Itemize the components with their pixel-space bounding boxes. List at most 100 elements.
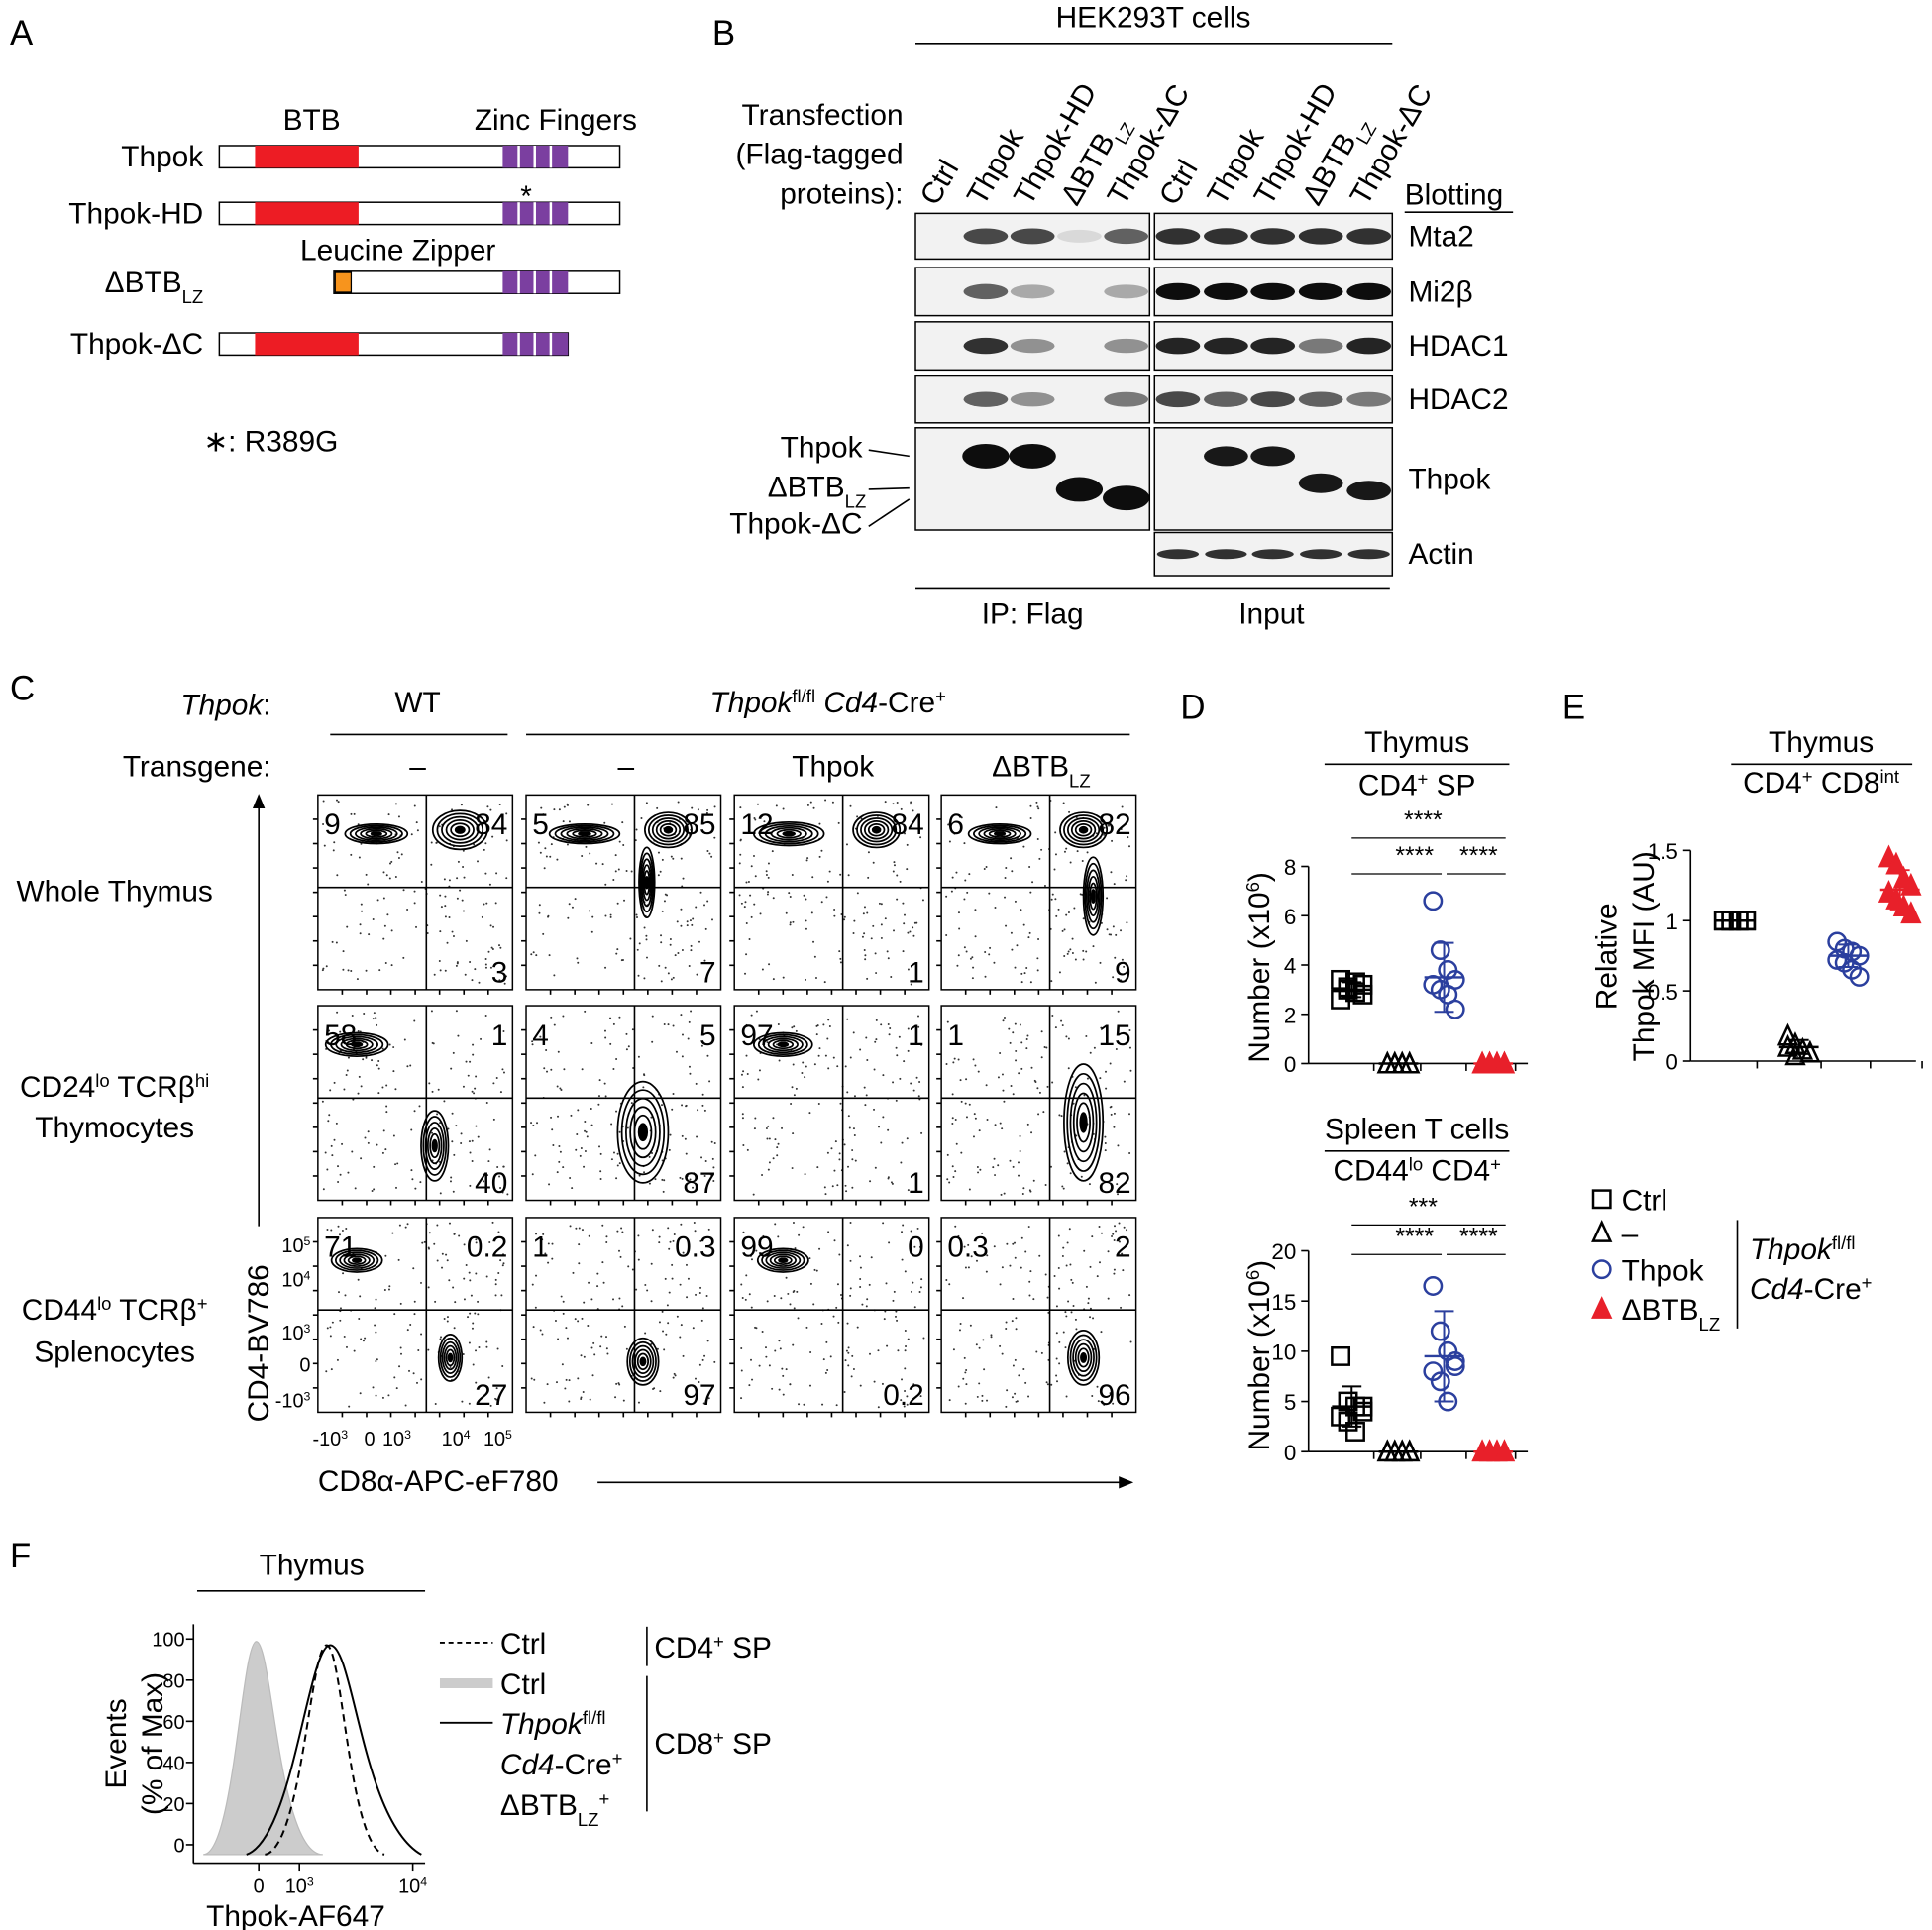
event-dot bbox=[661, 910, 664, 912]
tick-label: 0 bbox=[365, 1429, 376, 1450]
event-dot bbox=[1114, 956, 1117, 959]
event-dot bbox=[814, 977, 817, 980]
event-dot bbox=[638, 942, 641, 945]
event-dot bbox=[846, 1091, 849, 1094]
event-dot bbox=[485, 1345, 488, 1348]
event-dot bbox=[894, 1315, 897, 1318]
event-dot bbox=[1106, 928, 1109, 931]
event-dot bbox=[859, 1255, 862, 1258]
event-dot bbox=[337, 1225, 340, 1228]
event-dot bbox=[765, 873, 768, 876]
tick-label-part: 10 bbox=[281, 1323, 303, 1344]
event-dot bbox=[681, 1134, 684, 1137]
event-dot bbox=[558, 1145, 561, 1148]
event-dot bbox=[1092, 945, 1095, 948]
event-dot bbox=[1074, 1086, 1077, 1089]
event-dot bbox=[904, 913, 906, 916]
contour bbox=[983, 827, 1017, 840]
event-dot bbox=[385, 874, 388, 877]
quadrant-value: 15 bbox=[1098, 1019, 1130, 1052]
event-dot bbox=[590, 1107, 592, 1110]
event-dot bbox=[875, 972, 878, 975]
event-dot bbox=[448, 1279, 451, 1282]
event-dot bbox=[1067, 950, 1070, 953]
event-dot bbox=[909, 930, 912, 933]
event-dot bbox=[625, 1347, 628, 1350]
event-dot bbox=[453, 1327, 456, 1330]
event-dot bbox=[1014, 1358, 1017, 1361]
event-dot bbox=[465, 939, 468, 942]
event-dot bbox=[978, 1382, 981, 1385]
event-dot bbox=[965, 1383, 968, 1386]
event-dot bbox=[771, 1387, 774, 1390]
contour bbox=[764, 824, 813, 843]
contour bbox=[1066, 1072, 1101, 1172]
legend-label-part: -Cre bbox=[555, 1749, 612, 1781]
event-dot bbox=[986, 1399, 989, 1402]
event-dot bbox=[615, 1177, 618, 1180]
event-dot bbox=[544, 847, 547, 850]
event-dot bbox=[613, 1151, 615, 1154]
event-dot bbox=[533, 1378, 536, 1381]
event-dot bbox=[900, 1161, 903, 1164]
event-dot bbox=[1129, 1340, 1132, 1343]
event-dot bbox=[337, 1165, 340, 1168]
event-dot bbox=[826, 1151, 829, 1154]
event-dot bbox=[832, 1315, 835, 1318]
event-dot bbox=[1065, 1315, 1068, 1318]
event-dot bbox=[376, 1358, 378, 1361]
event-dot bbox=[631, 1268, 634, 1271]
event-dot bbox=[589, 1398, 591, 1401]
event-dot bbox=[477, 860, 479, 863]
event-dot bbox=[878, 902, 881, 905]
event-dot bbox=[708, 852, 711, 855]
event-dot bbox=[406, 1329, 409, 1332]
event-dot bbox=[335, 941, 338, 944]
event-dot bbox=[892, 1081, 895, 1084]
event-dot bbox=[616, 1164, 619, 1167]
event-dot bbox=[911, 1290, 913, 1293]
event-dot bbox=[427, 1348, 430, 1351]
event-dot bbox=[1098, 1225, 1101, 1228]
event-dot bbox=[694, 1230, 697, 1233]
event-dot bbox=[436, 1224, 439, 1227]
event-dot bbox=[373, 1012, 376, 1015]
event-dot bbox=[969, 1324, 972, 1327]
event-dot bbox=[765, 1127, 768, 1130]
contour bbox=[762, 1035, 804, 1054]
event-dot bbox=[487, 1160, 490, 1163]
lz-domain bbox=[334, 271, 353, 293]
event-dot bbox=[1067, 1300, 1070, 1303]
event-dot bbox=[805, 1065, 807, 1068]
event-dot bbox=[1104, 1135, 1107, 1138]
contour bbox=[360, 827, 393, 840]
event-dot bbox=[1123, 965, 1126, 968]
event-dot bbox=[780, 1297, 783, 1300]
flow-plot bbox=[733, 1217, 930, 1414]
event-dot bbox=[701, 1358, 704, 1361]
event-dot bbox=[535, 1233, 538, 1235]
group-label: CD8+ SP bbox=[654, 1726, 772, 1761]
event-dot bbox=[1103, 826, 1106, 829]
event-dot bbox=[443, 1318, 446, 1321]
event-dot bbox=[329, 1326, 332, 1329]
contour bbox=[765, 1251, 802, 1269]
event-dot bbox=[917, 826, 920, 829]
event-dot bbox=[600, 1335, 603, 1338]
row-label: Splenocytes bbox=[34, 1336, 195, 1368]
tick-label-part: 3 bbox=[304, 1322, 311, 1336]
event-dot bbox=[906, 1403, 909, 1406]
event-dot bbox=[851, 1149, 854, 1152]
event-dot bbox=[475, 1349, 478, 1352]
panel-letter: B bbox=[712, 14, 735, 53]
event-dot bbox=[376, 899, 379, 902]
event-dot bbox=[749, 1254, 752, 1257]
event-dot bbox=[326, 1229, 329, 1232]
contour bbox=[1072, 1339, 1095, 1377]
event-dot bbox=[765, 870, 768, 873]
band bbox=[1205, 549, 1247, 560]
event-dot bbox=[1068, 810, 1071, 813]
event-dot bbox=[387, 1394, 390, 1397]
event-dot bbox=[343, 889, 346, 892]
event-dot bbox=[740, 1283, 743, 1286]
